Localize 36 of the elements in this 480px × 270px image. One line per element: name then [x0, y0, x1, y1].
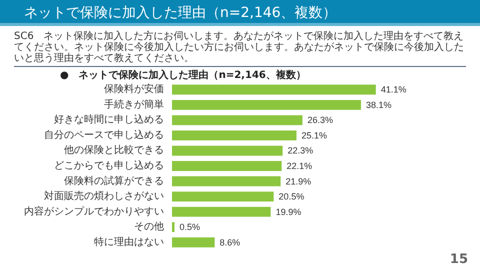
data-label: 0.5% — [179, 222, 200, 232]
y-tick-label: 自分のペースで申し込める — [44, 128, 164, 141]
data-label: 19.9% — [276, 206, 302, 217]
bar — [172, 237, 215, 248]
bar — [172, 206, 271, 217]
chart-title: ネットで保険に加入した理由（n=2,146、複数） — [0, 0, 480, 26]
bar — [172, 192, 274, 202]
y-tick-label: 内容がシンプルでわかりやすい — [24, 205, 164, 218]
bar — [172, 130, 296, 140]
y-tick-label: 手続きが簡単 — [104, 98, 164, 110]
bar — [172, 161, 282, 171]
y-tick-label: 保険料が安価 — [104, 83, 164, 96]
bar — [172, 115, 302, 126]
y-tick-label: 他の保険と比較できる — [64, 144, 164, 156]
bar — [172, 84, 376, 95]
text: 15 — [450, 252, 468, 267]
data-label: 38.1% — [366, 100, 392, 110]
text: ● ネットで保険に加入した理由（n=2,146、複数） — [60, 68, 306, 82]
data-label: 25.1% — [301, 130, 328, 140]
data-label: 21.9% — [286, 176, 312, 186]
chart-subtitle: SC6 ネット保険に加入した方にお伺いします。あなたがネットで保険に加入した理由をすべて教えてください。ネット保険に今後加入したい方にお伺いします。あなたがネットで保険に今後加入したいと思う理由をすべて教えてください。 — [14, 31, 466, 67]
y-tick-label: 保険料の試算ができる — [64, 174, 164, 187]
data-label: 22.3% — [288, 146, 314, 156]
bar — [172, 100, 361, 110]
bar — [172, 146, 283, 156]
y-tick-label: どこからでも申し込める — [54, 160, 164, 172]
y-tick-label: その他 — [134, 220, 164, 233]
y-tick-label: 好きな時間に申し込める — [54, 114, 164, 126]
y-tick-label: 特に理由はない — [94, 236, 164, 248]
data-label: 22.1% — [286, 161, 312, 171]
data-label: 41.1% — [380, 84, 406, 95]
bar — [172, 176, 281, 186]
data-label: 20.5% — [278, 192, 304, 202]
y-tick-label: 対面販売の煩わしさがない — [44, 190, 164, 202]
data-label: 26.3% — [307, 115, 333, 126]
data-label: 8.6% — [220, 237, 240, 248]
